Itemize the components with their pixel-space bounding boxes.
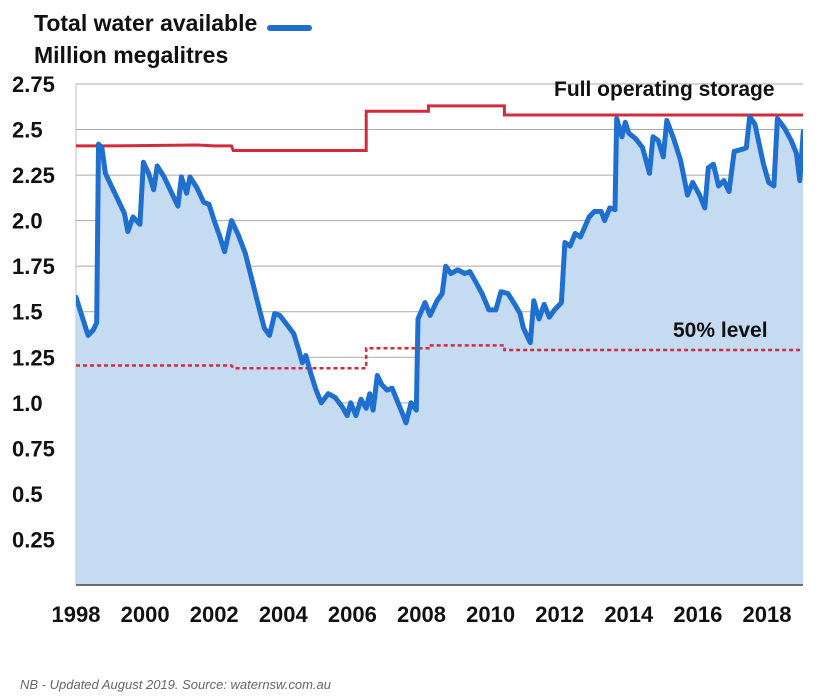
y-tick-label: 0.5 [12, 482, 43, 507]
y-tick-label: 2.0 [12, 209, 43, 234]
chart-title: Total water available [34, 10, 257, 36]
x-tick-label: 2002 [190, 602, 239, 627]
fifty-percent-level-line [76, 344, 803, 370]
x-tick-label: 1998 [52, 602, 101, 627]
x-tick-label: 2012 [535, 602, 584, 627]
y-tick-label: 2.75 [12, 72, 55, 97]
fifty-percent-level-label: 50% level [673, 319, 768, 342]
water-available-line [76, 114, 803, 426]
full-operating-storage-line [76, 104, 803, 152]
x-tick-label: 2014 [604, 602, 654, 627]
y-tick-label: 1.25 [12, 345, 55, 370]
x-tick-label: 2000 [121, 602, 170, 627]
x-tick-label: 2010 [466, 602, 515, 627]
x-axis-tick-labels: 1998 2000 2002 2004 2006 2008 2010 2012 2014 2016… [52, 602, 792, 627]
y-tick-label: 2.25 [12, 163, 55, 188]
x-tick-label: 2006 [328, 602, 377, 627]
water-available-area [76, 116, 803, 585]
y-tick-label: 0.75 [12, 436, 55, 461]
y-tick-label: 2.5 [12, 118, 43, 143]
source-footnote: NB - Updated August 2019. Source: watern… [20, 677, 331, 692]
y-tick-label: 1.5 [12, 300, 43, 325]
x-tick-label: 2018 [743, 602, 792, 627]
full-operating-storage-label: Full operating storage [554, 78, 775, 101]
y-tick-label: 0.25 [12, 527, 55, 552]
y-axis-tick-labels: 0.25 0.5 0.75 1.0 1.25 1.5 1.75 2.0 2.25 2.5 2.75 [12, 72, 55, 552]
y-tick-label: 1.0 [12, 391, 43, 416]
x-tick-label: 2016 [673, 602, 722, 627]
x-tick-label: 2004 [259, 602, 309, 627]
y-tick-label: 1.75 [12, 254, 55, 279]
x-tick-label: 2008 [397, 602, 446, 627]
chart-subtitle: Million megalitres [34, 42, 228, 68]
